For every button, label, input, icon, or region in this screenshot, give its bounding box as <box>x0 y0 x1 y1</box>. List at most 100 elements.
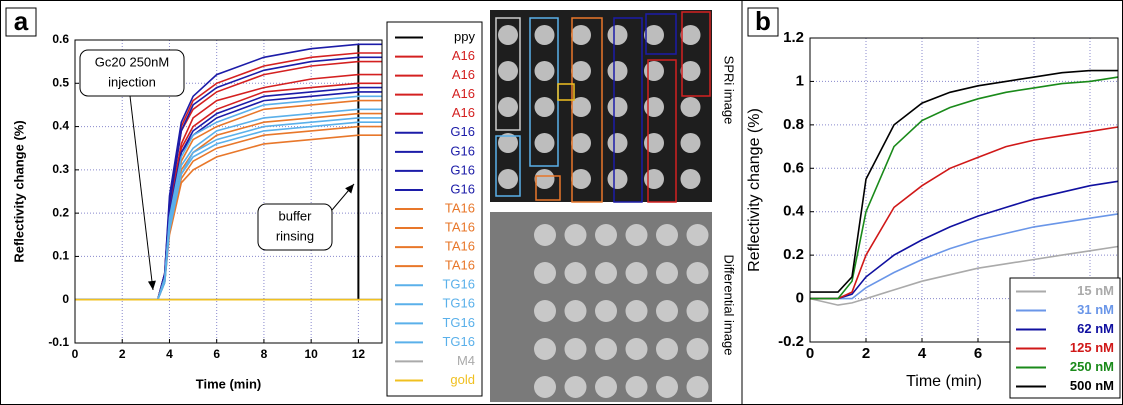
series-line <box>810 76 1119 300</box>
annotation-text: injection <box>108 74 156 89</box>
legend-label: TA16 <box>445 200 475 215</box>
legend-label: M4 <box>457 353 475 368</box>
y-tick-label: 0.4 <box>52 119 69 133</box>
plot-frame <box>809 37 1119 343</box>
y-tick-label: 1.2 <box>783 29 804 46</box>
y-tick-label: 0 <box>62 292 69 306</box>
x-tick-label: 10 <box>304 347 318 361</box>
spot <box>571 169 591 189</box>
spot <box>595 338 617 360</box>
spot <box>625 224 648 246</box>
legend-label: G16 <box>450 143 475 158</box>
legend-label: 15 nM <box>1077 283 1114 298</box>
spot <box>656 262 678 284</box>
region <box>645 13 677 55</box>
y-tick-label: 0.6 <box>52 32 69 46</box>
y-tick-label: 0.4 <box>783 203 805 220</box>
spot <box>534 133 555 153</box>
spot <box>607 133 628 153</box>
spot <box>564 376 587 398</box>
annotation-box <box>79 49 185 97</box>
region <box>647 59 677 203</box>
spot <box>498 133 518 153</box>
annotation-arrowhead <box>345 184 354 194</box>
spot <box>564 338 587 360</box>
spot <box>656 376 678 398</box>
spot <box>498 25 518 45</box>
legend-label: gold <box>450 372 475 387</box>
legend-label: 500 nM <box>1070 378 1114 393</box>
panel-label-box <box>747 7 779 37</box>
legend-label: ppy <box>454 29 475 44</box>
spot <box>564 262 587 284</box>
image-label: Differential image <box>722 255 737 356</box>
spot <box>625 376 648 398</box>
spot <box>607 61 628 81</box>
spot <box>607 97 628 117</box>
spot <box>680 25 701 45</box>
x-tick-label: 6 <box>974 345 982 362</box>
spot <box>656 338 678 360</box>
legend-label: G16 <box>450 181 475 196</box>
legend-label: A16 <box>452 48 475 63</box>
panel-label-box <box>5 7 37 37</box>
spot <box>680 97 701 117</box>
legend-label: A16 <box>452 67 475 82</box>
spot <box>680 133 701 153</box>
x-tick-label: 0 <box>806 345 814 362</box>
spot <box>644 169 664 189</box>
spot <box>564 300 587 322</box>
x-axis-label: Time (min) <box>906 373 982 390</box>
spot <box>498 169 518 189</box>
spot <box>534 61 555 81</box>
annotation-box <box>257 203 333 251</box>
legend-label: TA16 <box>445 258 475 273</box>
x-tick-label: 6 <box>213 347 220 361</box>
region <box>535 175 561 201</box>
spot <box>686 338 709 360</box>
spot <box>534 97 555 117</box>
spri-image <box>490 10 712 202</box>
y-tick-label: -0.1 <box>48 335 69 349</box>
spot <box>571 133 591 153</box>
plot-frame <box>74 39 383 344</box>
spot <box>644 133 664 153</box>
y-tick-label: 0.2 <box>52 205 69 219</box>
y-tick-label: 1 <box>796 72 804 89</box>
y-tick-label: 0.6 <box>783 159 804 176</box>
x-tick-label: 2 <box>119 347 126 361</box>
spot <box>534 224 556 246</box>
image-label: SPRi image <box>722 56 737 125</box>
spot <box>607 25 628 45</box>
legend-label: 62 nM <box>1077 321 1114 336</box>
y-tick-label: 0.3 <box>52 162 69 176</box>
spot <box>534 338 556 360</box>
spot <box>686 300 709 322</box>
region <box>495 17 521 131</box>
panel-label: b <box>755 6 771 36</box>
region <box>613 17 643 203</box>
spot <box>644 97 664 117</box>
spot <box>686 262 709 284</box>
legend-label: A16 <box>452 105 475 120</box>
spot <box>680 169 701 189</box>
spot <box>534 262 556 284</box>
spot <box>607 169 628 189</box>
spot <box>686 224 709 246</box>
series-line <box>810 213 1119 300</box>
legend-label: G16 <box>450 162 475 177</box>
panel-label: a <box>14 6 29 36</box>
series-line <box>810 69 1118 293</box>
region <box>495 135 521 197</box>
y-tick-label: 0.8 <box>783 116 804 133</box>
legend-label: TG16 <box>442 315 475 330</box>
legend-label: TG16 <box>442 296 475 311</box>
legend-label: 250 nM <box>1070 359 1114 374</box>
spot <box>644 25 664 45</box>
x-tick-label: 8 <box>261 347 268 361</box>
legend-label: TG16 <box>442 334 475 349</box>
legend-label: TG16 <box>442 277 475 292</box>
series-line <box>810 126 1119 300</box>
